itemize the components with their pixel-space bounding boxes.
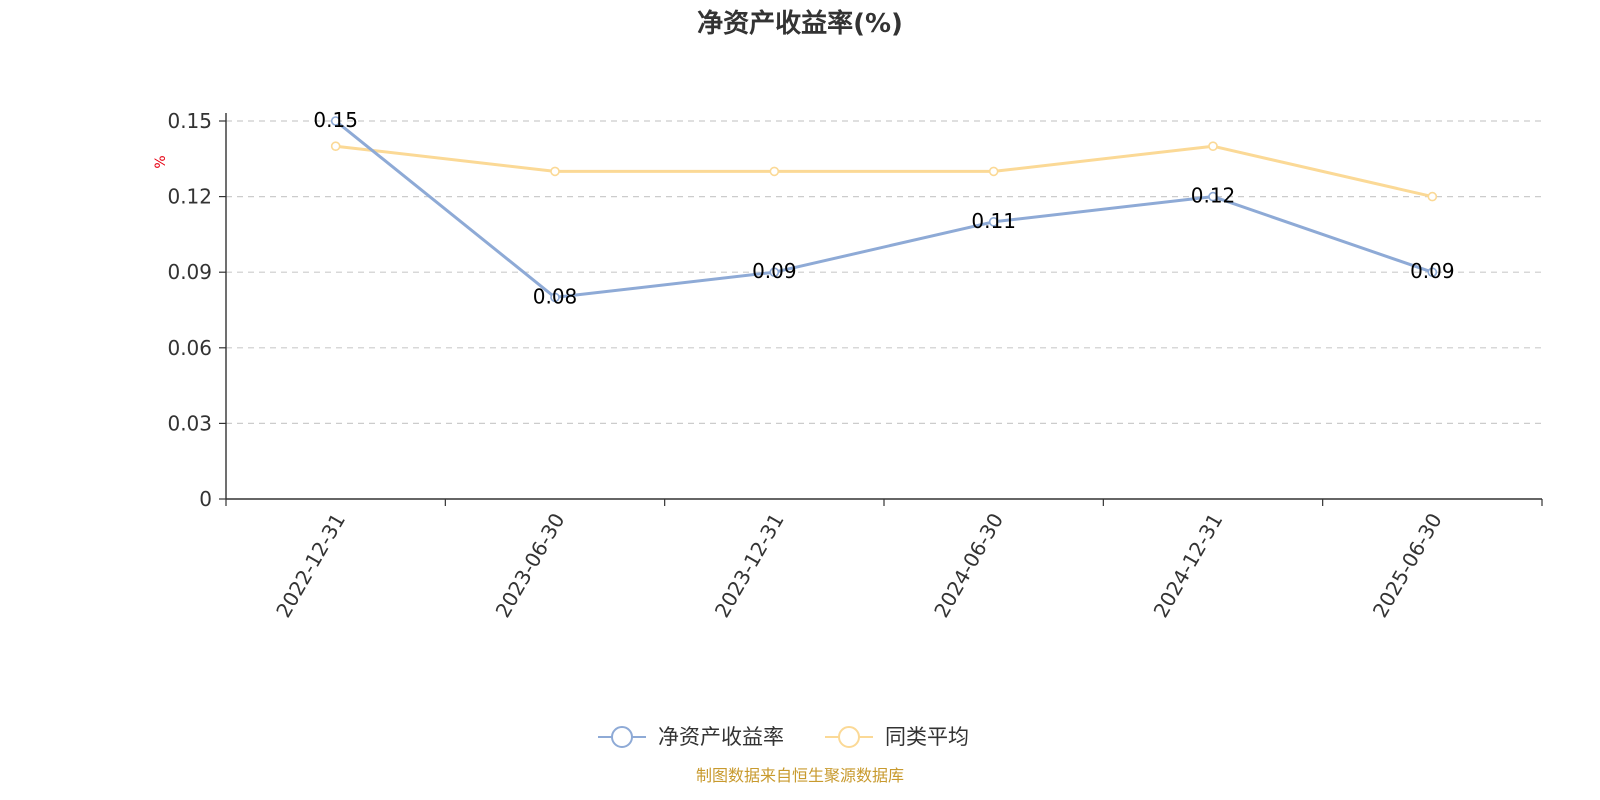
y-tick-label: 0: [199, 487, 212, 511]
series-lines: [330, 116, 1438, 303]
x-tick-label: 2022-12-31: [271, 509, 350, 622]
series-1-point: [1208, 141, 1218, 151]
chart-title: 净资产收益率(%): [697, 8, 903, 39]
data-label: 0.11: [971, 209, 1016, 233]
legend-swatch-marker: [611, 726, 633, 748]
x-tick-label: 2023-06-30: [490, 509, 569, 622]
y-axis-unit: %: [153, 155, 169, 168]
y-tick-label: 0.06: [167, 336, 212, 360]
legend-swatch-marker: [838, 726, 860, 748]
x-tick-label: 2024-06-30: [929, 509, 1008, 622]
series-0-point: [550, 292, 560, 303]
series-0-point: [330, 116, 341, 126]
series-0-point: [1427, 267, 1438, 278]
data-label: 0.08: [533, 284, 578, 308]
x-tick-label: 2023-12-31: [710, 509, 789, 622]
data-source-note: 制图数据来自恒生聚源数据库: [696, 766, 904, 785]
series-0-point: [769, 267, 780, 278]
series-0-point: [1208, 191, 1218, 202]
grid-lines: [226, 120, 1542, 424]
series-1-point: [330, 141, 341, 151]
data-label: 0.09: [1410, 259, 1455, 283]
x-tick-label: 2024-12-31: [1148, 509, 1227, 622]
series-line-0: [334, 119, 1433, 299]
data-labels: 0.15 0.08 0.09 0.11 0.12 0.09: [313, 108, 1454, 308]
series-1-point: [550, 166, 560, 177]
axes: 0 0.03 0.06 0.09 0.12 0.15 2022-12-31 2023-06-3…: [167, 109, 1543, 622]
data-label: 0.15: [313, 108, 358, 132]
legend-label: 同类平均: [885, 725, 969, 749]
series-1-point: [1427, 191, 1438, 202]
series-line-1: [335, 144, 1433, 199]
series-1-point: [988, 166, 999, 177]
series-0-point: [988, 217, 999, 227]
data-label: 0.12: [1191, 184, 1236, 208]
y-tick-label: 0.15: [167, 109, 212, 133]
y-tick-label: 0.03: [167, 411, 212, 435]
data-label: 0.09: [752, 259, 797, 283]
x-tick-label: 2025-06-30: [1368, 509, 1447, 622]
legend-label: 净资产收益率: [658, 725, 784, 749]
y-tick-label: 0.12: [167, 185, 212, 209]
y-tick-label: 0.09: [167, 260, 212, 284]
series-1-point: [769, 166, 780, 177]
legend: 净资产收益率 同类平均: [598, 725, 969, 749]
